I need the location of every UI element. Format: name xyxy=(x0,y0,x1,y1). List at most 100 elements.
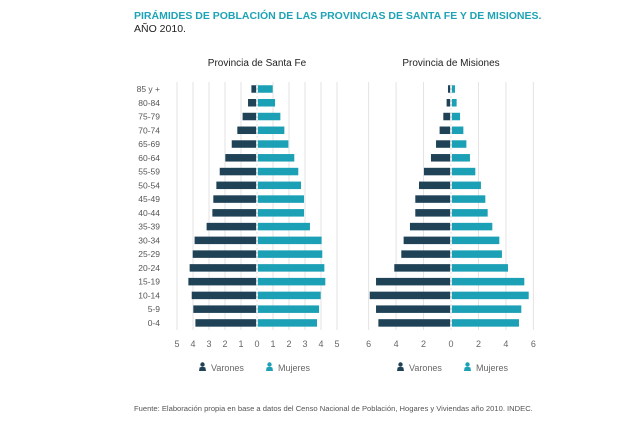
person-icon xyxy=(199,362,206,371)
bar-varones xyxy=(213,195,257,203)
x-tick-label: 2 xyxy=(476,339,481,349)
bar-varones xyxy=(189,264,257,272)
x-tick-label: 2 xyxy=(421,339,426,349)
legend-label-varones: Varones xyxy=(211,363,244,373)
bar-mujeres xyxy=(257,250,323,258)
x-tick-label: 3 xyxy=(206,339,211,349)
bar-mujeres xyxy=(451,140,467,148)
x-tick-label: 4 xyxy=(190,339,195,349)
bar-mujeres xyxy=(257,277,326,286)
age-group-label: 25-29 xyxy=(138,249,160,259)
bar-varones xyxy=(194,236,257,245)
bar-mujeres xyxy=(257,209,305,217)
bar-mujeres xyxy=(257,154,295,162)
bar-mujeres xyxy=(451,291,529,300)
x-tick-label: 5 xyxy=(174,339,179,349)
x-tick-label: 5 xyxy=(334,339,339,349)
bar-mujeres xyxy=(257,140,289,148)
bar-mujeres xyxy=(451,112,461,121)
bar-mujeres xyxy=(257,99,276,107)
age-group-label: 75-79 xyxy=(138,112,160,122)
bar-varones xyxy=(415,195,451,203)
bar-varones xyxy=(216,181,257,190)
bar-varones xyxy=(447,85,451,93)
bar-varones xyxy=(242,112,257,121)
pyramid-chart-1: Provincia de Santa Fe 5 4 3 2 1 0 1 2 3 4 5 85 y + 80… xyxy=(137,58,340,373)
age-group-label: 20-24 xyxy=(138,263,160,273)
bar-varones xyxy=(193,305,257,313)
bar-varones xyxy=(369,291,451,300)
bar-mujeres xyxy=(257,264,325,272)
x-tick-label: 0 xyxy=(448,339,453,349)
bar-mujeres xyxy=(451,305,522,313)
bar-varones xyxy=(219,167,257,176)
bar-varones xyxy=(248,99,257,107)
age-group-label: 60-64 xyxy=(138,153,160,163)
chart-title: Provincia de Santa Fe xyxy=(208,58,307,69)
x-tick-label: 2 xyxy=(286,339,291,349)
bar-mujeres xyxy=(257,126,285,135)
bar-varones xyxy=(439,126,451,135)
bar-mujeres xyxy=(257,305,320,313)
bar-mujeres xyxy=(451,167,476,176)
bar-mujeres xyxy=(451,277,525,286)
legend-label-mujeres: Mujeres xyxy=(278,363,311,373)
bar-varones xyxy=(376,305,451,313)
age-group-label: 30-34 xyxy=(138,235,160,245)
age-group-label: 10-14 xyxy=(138,290,160,300)
bar-varones xyxy=(415,209,451,217)
x-tick-label: 4 xyxy=(503,339,508,349)
age-group-label: 15-19 xyxy=(138,277,160,287)
bar-varones xyxy=(195,319,257,327)
bar-mujeres xyxy=(257,222,310,231)
pyramid-chart-2: Provincia de Misiones 6 4 2 0 2 4 6 Varones Mujer… xyxy=(366,58,536,373)
bar-varones xyxy=(378,319,451,327)
age-group-label: 40-44 xyxy=(138,208,160,218)
bar-varones xyxy=(401,250,451,258)
bar-mujeres xyxy=(451,319,519,327)
age-group-label: 80-84 xyxy=(138,98,160,108)
bar-mujeres xyxy=(451,85,455,93)
bar-varones xyxy=(192,250,257,258)
bar-mujeres xyxy=(451,99,457,107)
bar-varones xyxy=(376,277,451,286)
x-tick-label: 6 xyxy=(531,339,536,349)
bar-mujeres xyxy=(451,209,488,217)
bar-varones xyxy=(423,167,451,176)
legend-label-mujeres: Mujeres xyxy=(476,363,509,373)
bar-mujeres xyxy=(451,195,486,203)
x-tick-label: 1 xyxy=(238,339,243,349)
bar-varones xyxy=(446,99,451,107)
bar-mujeres xyxy=(451,236,500,245)
age-group-label: 55-59 xyxy=(138,167,160,177)
age-group-label: 45-49 xyxy=(138,194,160,204)
bar-mujeres xyxy=(257,195,305,203)
x-tick-label: 0 xyxy=(254,339,259,349)
age-group-label: 50-54 xyxy=(138,180,160,190)
bar-varones xyxy=(237,126,257,135)
age-group-label: 35-39 xyxy=(138,222,160,232)
bar-mujeres xyxy=(451,181,481,190)
legend-label-varones: Varones xyxy=(409,363,442,373)
bar-varones xyxy=(443,112,451,121)
person-icon xyxy=(266,362,273,371)
bar-varones xyxy=(206,222,257,231)
bar-varones xyxy=(251,85,257,93)
x-tick-label: 6 xyxy=(366,339,371,349)
figure-subtitle: AÑO 2010. xyxy=(134,22,186,35)
bar-mujeres xyxy=(451,250,502,258)
x-tick-label: 4 xyxy=(394,339,399,349)
bar-varones xyxy=(394,264,451,272)
figure-title: PIRÁMIDES DE POBLACIÓN DE LAS PROVINCIAS… xyxy=(134,9,541,22)
bar-mujeres xyxy=(257,167,299,176)
x-tick-label: 1 xyxy=(270,339,275,349)
bar-varones xyxy=(403,236,451,245)
bar-mujeres xyxy=(257,319,317,327)
bar-varones xyxy=(188,277,257,286)
chart-title: Provincia de Misiones xyxy=(402,58,499,69)
person-icon xyxy=(464,362,471,371)
bar-varones xyxy=(212,209,257,217)
bar-mujeres xyxy=(257,181,301,190)
bar-mujeres xyxy=(257,291,321,300)
